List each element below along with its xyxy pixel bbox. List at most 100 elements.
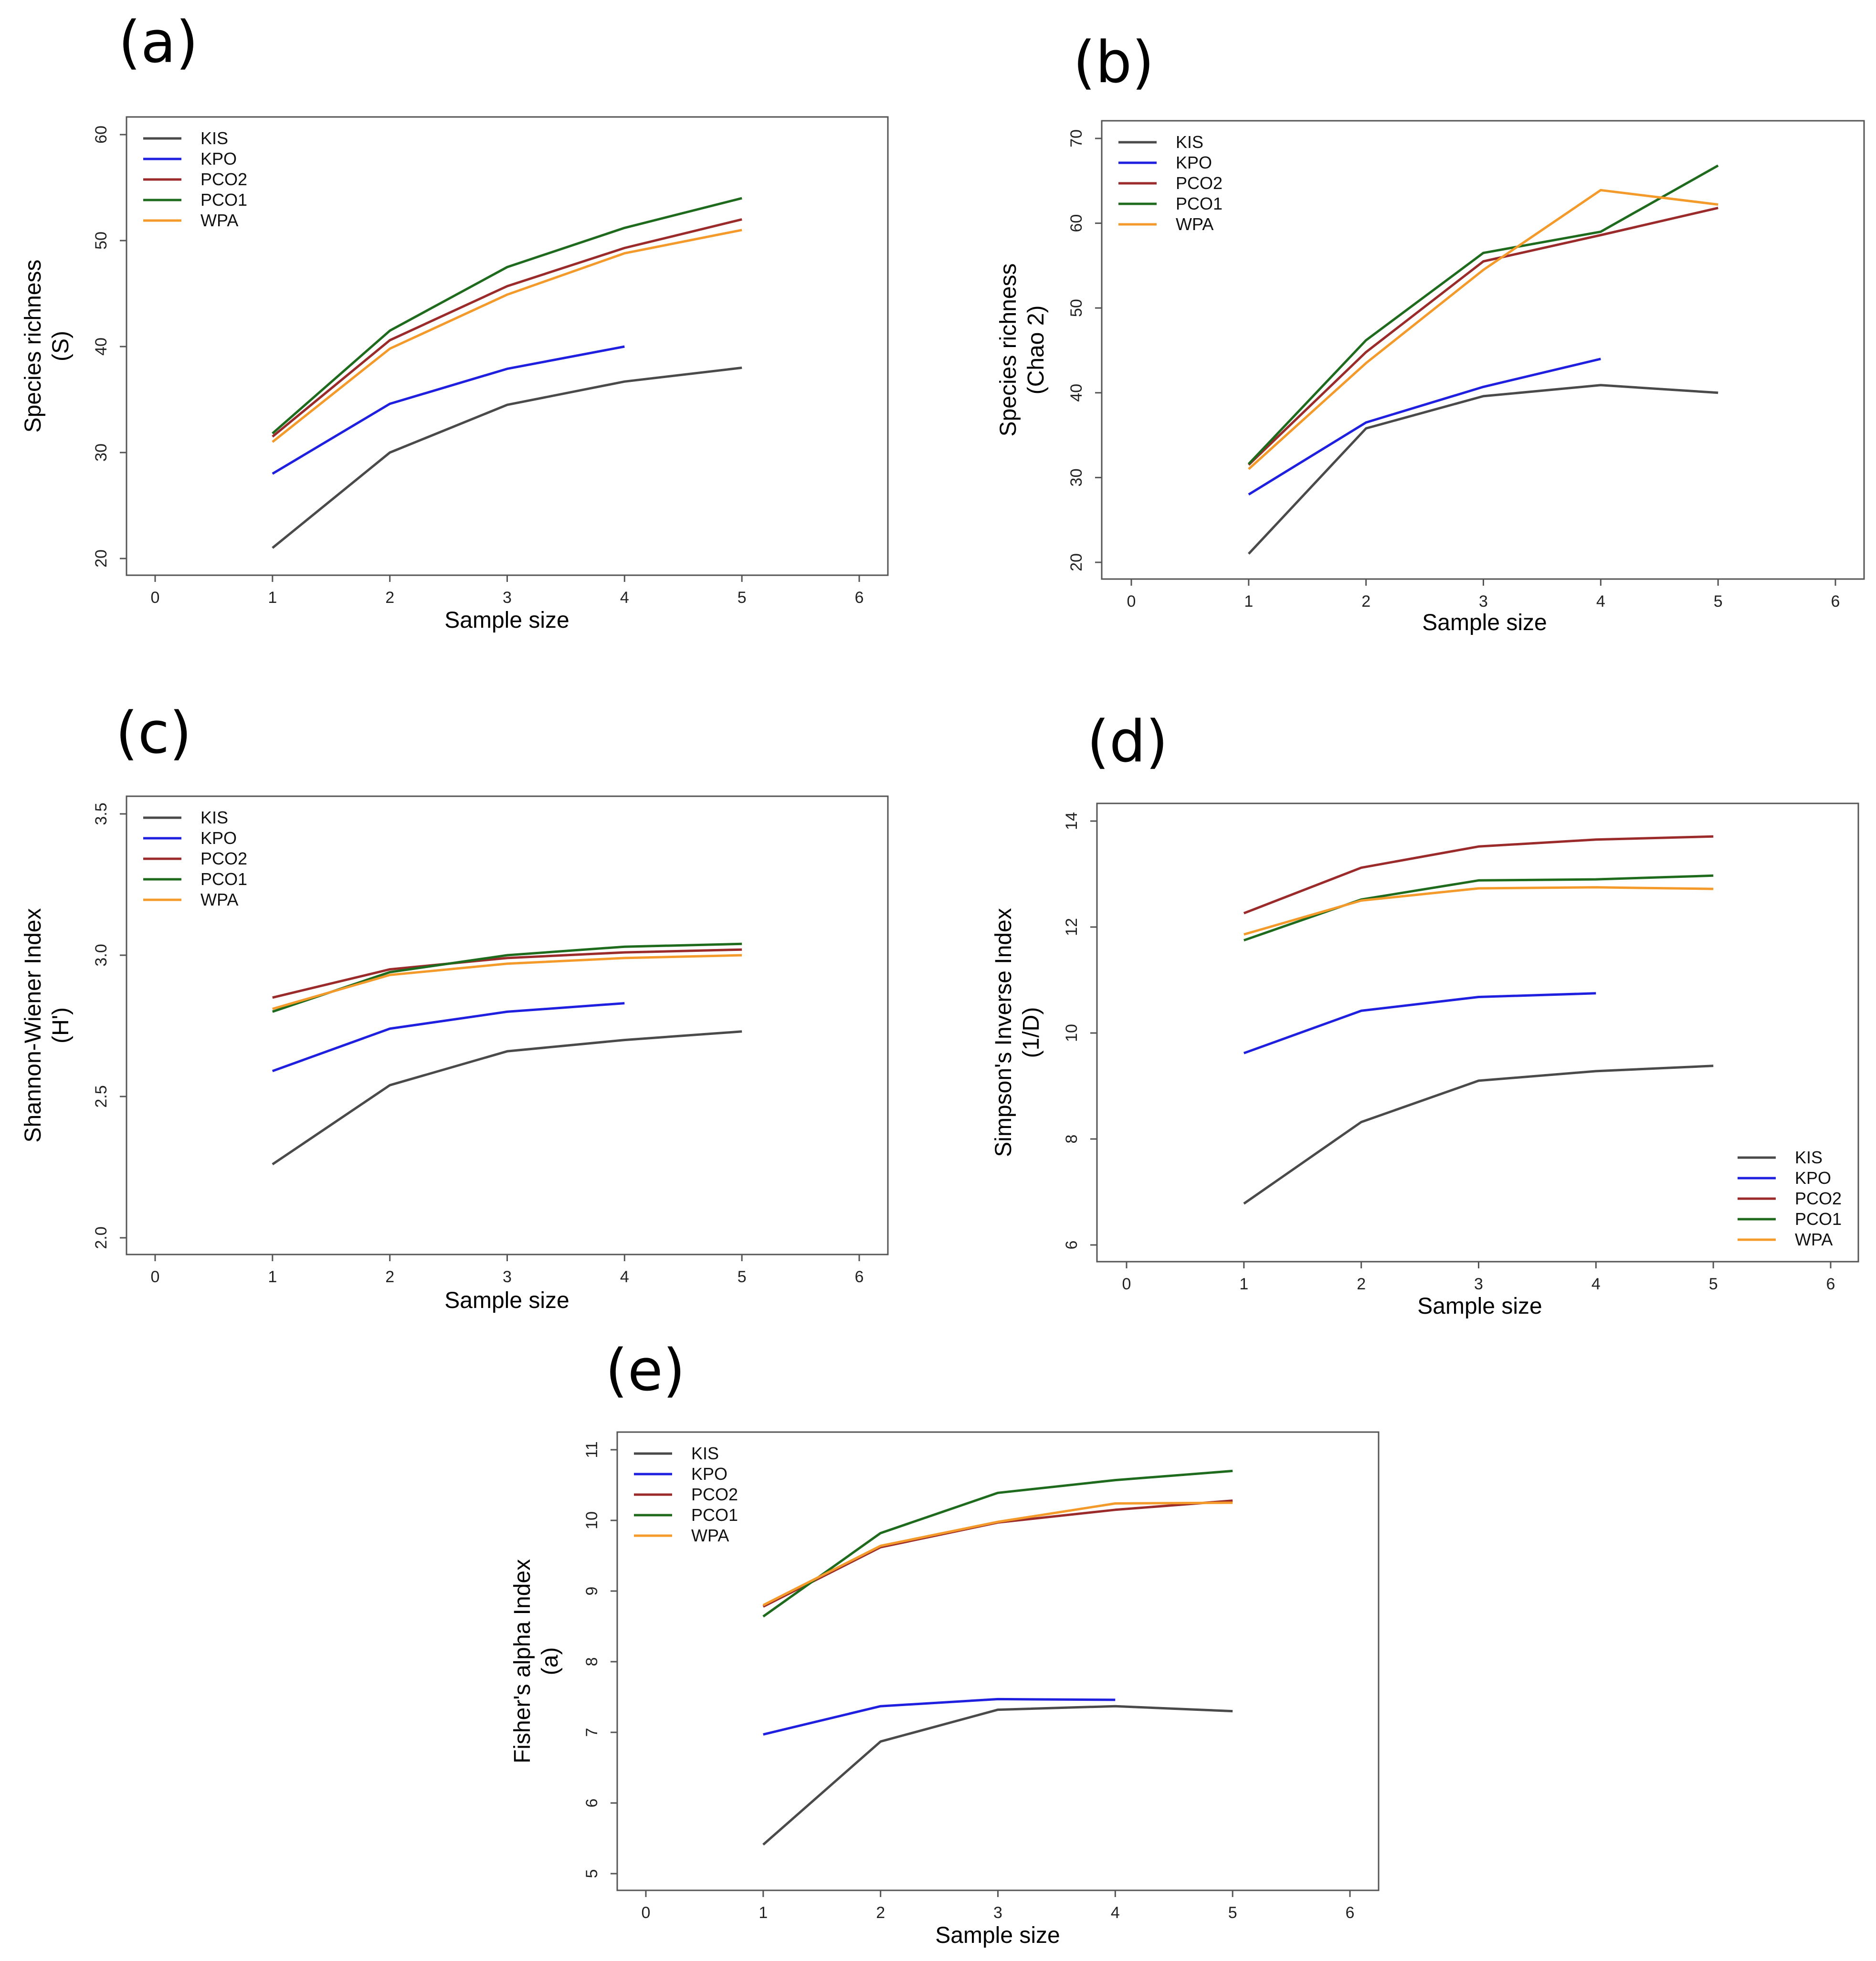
- legend-label-pco2: PCO2: [200, 849, 247, 868]
- legend-label-pco2: PCO2: [1176, 173, 1223, 193]
- panel-e: (e) 0 1 2 3 4 5 6 5 6 7 8 9 10 11 Sample size Fisher's a…: [510, 1338, 1380, 1948]
- panel-a: (a) 0 1 2 3 4 5 6 20 30 40 50 60 Sample size Species r…: [21, 10, 889, 633]
- legend-label-wpa: WPA: [1795, 1230, 1833, 1249]
- y-tick-label: 9: [583, 1587, 601, 1596]
- y-tick-label: 60: [92, 126, 110, 144]
- legend-label-pco2: PCO2: [691, 1485, 738, 1504]
- legend-label-wpa: WPA: [1176, 214, 1213, 234]
- y-axis-label: Shannon-Wiener Index (H'): [21, 908, 74, 1143]
- x-axis-label: Sample size: [444, 608, 569, 633]
- y-axis-label: Species richness (S): [21, 260, 74, 433]
- x-tick-label: 2: [876, 1904, 885, 1922]
- legend-label-kpo: KPO: [1176, 153, 1212, 172]
- y-tick-label: 50: [92, 232, 110, 250]
- x-tick-label: 0: [1127, 592, 1136, 611]
- series-line-kis: [762, 1705, 1233, 1846]
- legend-label-kpo: KPO: [200, 149, 237, 169]
- x-tick-label: 2: [385, 589, 394, 607]
- series-line-kpo: [763, 1697, 1116, 1736]
- legend-label-kis: KIS: [691, 1444, 719, 1463]
- x-tick-label: 0: [151, 1268, 160, 1286]
- y-tick-label: 3.5: [92, 802, 110, 825]
- y-tick-label: 14: [1063, 812, 1081, 830]
- y-axis-label-line: Species richness: [996, 264, 1021, 437]
- x-tick-label: 2: [1361, 592, 1370, 611]
- x-tick-label: 6: [1346, 1904, 1355, 1922]
- x-tick-label: 2: [1357, 1275, 1366, 1293]
- x-tick-label: 1: [268, 1268, 277, 1286]
- series-line-kpo: [1243, 992, 1596, 1054]
- x-axis-label: Sample size: [935, 1923, 1060, 1948]
- x-tick-label: 6: [1826, 1275, 1835, 1293]
- y-tick-label: 40: [92, 337, 110, 356]
- y-tick-label: 60: [1067, 214, 1086, 232]
- series-line-pco2: [1243, 835, 1714, 915]
- x-tick-label: 0: [1122, 1275, 1131, 1293]
- y-tick-label: 20: [92, 549, 110, 568]
- x-tick-label: 1: [759, 1904, 768, 1922]
- series-line-pco2: [1248, 207, 1718, 466]
- legend-label-pco2: PCO2: [200, 169, 247, 189]
- series-line-kis: [1243, 1065, 1714, 1205]
- legend-label-kis: KIS: [200, 808, 228, 827]
- x-tick-label: 2: [385, 1268, 394, 1286]
- x-tick-label: 1: [1239, 1275, 1248, 1293]
- y-axis-label-line: (1/D): [1019, 1007, 1044, 1058]
- panel-label: (a): [118, 10, 198, 76]
- y-axis-label-line: Simpson's Inverse Index: [991, 908, 1016, 1157]
- series-line-pco1: [272, 197, 742, 434]
- legend-label-pco1: PCO1: [691, 1505, 738, 1525]
- x-tick-label: 6: [855, 1268, 864, 1286]
- legend-label-pco1: PCO1: [200, 190, 247, 210]
- x-tick-label: 5: [1228, 1904, 1237, 1922]
- series-line-pco1: [1247, 164, 1719, 465]
- y-axis-label-line: (H'): [48, 1007, 74, 1044]
- x-tick-label: 5: [738, 1268, 747, 1286]
- legend-label-pco1: PCO1: [200, 869, 247, 889]
- y-tick-label: 2.0: [92, 1226, 110, 1249]
- panel-label: (e): [605, 1338, 685, 1404]
- y-axis-label-line: Shannon-Wiener Index: [21, 908, 46, 1143]
- x-tick-label: 3: [503, 589, 512, 607]
- x-tick-label: 0: [642, 1904, 651, 1922]
- y-axis-label: Fisher's alpha Index (a): [510, 1559, 563, 1763]
- y-tick-label: 12: [1063, 918, 1081, 936]
- x-tick-label: 3: [503, 1268, 512, 1286]
- x-tick-label: 3: [1479, 592, 1488, 611]
- legend-label-kpo: KPO: [1795, 1168, 1831, 1188]
- y-tick-label: 10: [1063, 1024, 1081, 1042]
- x-tick-label: 4: [620, 589, 629, 607]
- legend-label-kis: KIS: [1176, 132, 1203, 152]
- y-tick-label: 8: [1063, 1135, 1081, 1144]
- series-line-wpa: [762, 1501, 1233, 1606]
- y-axis-label: Species richness (Chao 2): [996, 264, 1049, 437]
- legend-label-kpo: KPO: [691, 1464, 727, 1484]
- x-tick-label: 4: [1591, 1275, 1601, 1293]
- series-line-kis: [1247, 384, 1718, 555]
- x-tick-label: 1: [1244, 592, 1253, 611]
- panel-b: (b) 0 1 2 3 4 5 6 20 30 40 50 60 70 Sample size Species…: [996, 30, 1865, 635]
- y-tick-label: 7: [583, 1728, 601, 1737]
- series-line-wpa: [272, 229, 742, 443]
- legend-label-pco2: PCO2: [1795, 1189, 1842, 1208]
- x-tick-label: 5: [1714, 592, 1723, 611]
- y-tick-label: 6: [583, 1799, 601, 1808]
- x-tick-label: 4: [1596, 592, 1605, 611]
- x-tick-label: 0: [151, 589, 160, 607]
- y-axis-label-line: (S): [48, 331, 74, 361]
- y-tick-label: 11: [583, 1441, 601, 1458]
- x-tick-label: 4: [620, 1268, 629, 1286]
- x-tick-label: 5: [738, 589, 747, 607]
- legend-label-kpo: KPO: [200, 828, 237, 848]
- series-line-pco2: [272, 218, 742, 438]
- series-line-pco1: [1243, 874, 1714, 942]
- y-tick-label: 70: [1067, 129, 1086, 148]
- y-axis-label-line: (Chao 2): [1023, 306, 1049, 395]
- series-line-kis: [272, 1030, 742, 1166]
- series-line-wpa: [1248, 189, 1718, 470]
- x-tick-label: 4: [1111, 1904, 1120, 1922]
- legend-label-wpa: WPA: [691, 1526, 729, 1545]
